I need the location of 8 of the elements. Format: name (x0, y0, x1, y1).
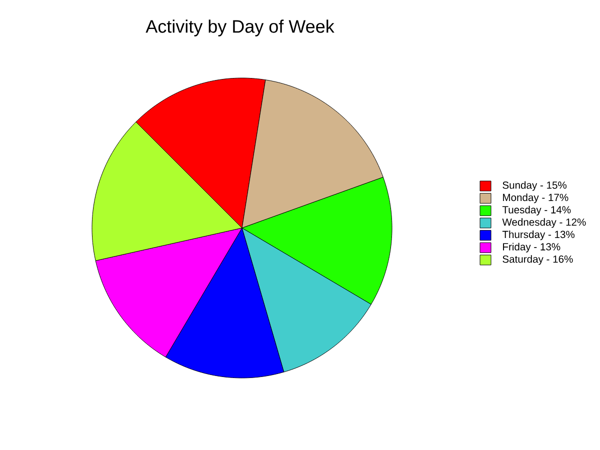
legend-label: Saturday - 16% (502, 255, 573, 265)
legend-label: Friday - 13% (503, 242, 560, 252)
legend-label: Sunday - 15% (502, 181, 567, 191)
legend-label: Thursday - 13% (502, 230, 575, 240)
chart-title: Activity by Day of Week (146, 20, 334, 36)
legend-label: Tuesday - 14% (502, 206, 571, 216)
legend-label: Monday - 17% (503, 194, 568, 204)
legend-label: Wednesday - 12% (502, 218, 586, 228)
